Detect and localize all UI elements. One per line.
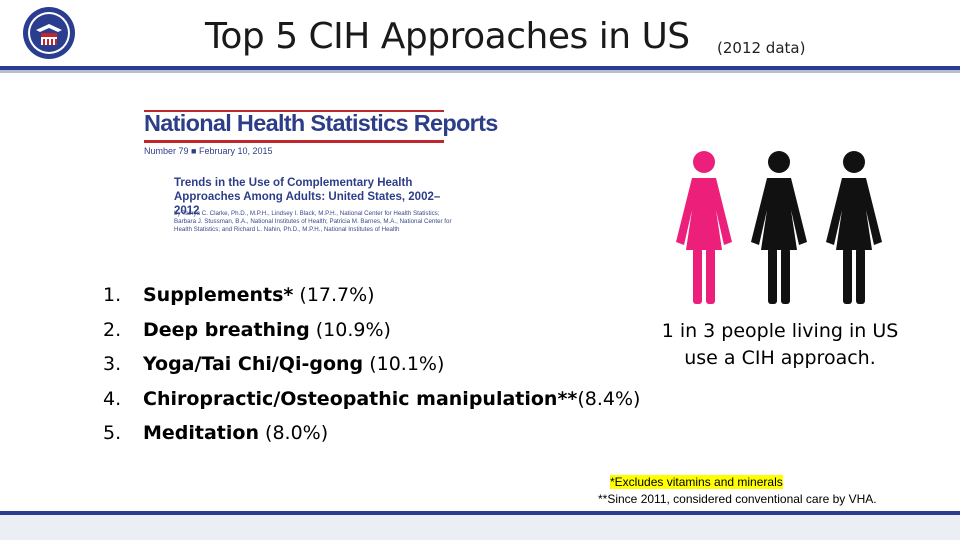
header-divider-shadow xyxy=(0,70,960,73)
approaches-list: 1. Supplements* (17.7%) 2. Deep breathing … xyxy=(103,284,640,457)
footnote-supplements: *Excludes vitamins and minerals xyxy=(610,475,783,489)
list-item: 1. Supplements* (17.7%) xyxy=(103,284,640,319)
stat-line-2: use a CIH approach. xyxy=(684,347,876,369)
list-item-number: 1. xyxy=(103,284,122,306)
list-item-name: Deep breathing xyxy=(143,318,310,341)
footer-band xyxy=(0,515,960,540)
list-item-number: 2. xyxy=(103,318,122,341)
report-authors: by Tainya C. Clarke, Ph.D., M.P.H., Lind… xyxy=(174,210,452,233)
list-item-number: 4. xyxy=(103,387,122,410)
list-item-number: 3. xyxy=(103,353,122,375)
list-item-value: (10.1%) xyxy=(369,353,445,375)
header-divider xyxy=(0,66,960,70)
list-item: 5. Meditation (8.0%) xyxy=(103,422,640,457)
report-top-rule xyxy=(144,110,444,112)
list-item-number: 5. xyxy=(103,422,122,444)
list-item-name: Meditation xyxy=(143,422,259,444)
woman-figure-icon xyxy=(751,151,807,304)
report-title: Trends in the Use of Complementary Healt… xyxy=(174,177,441,217)
list-item-name: Chiropractic/Osteopathic manipulation** xyxy=(143,387,578,410)
list-item-value: (8.0%) xyxy=(265,422,329,444)
report-issue: Number 79 ■ February 10, 2015 xyxy=(144,146,273,156)
stat-callout: 1 in 3 people living in US use a CIH app… xyxy=(640,318,920,372)
list-item-value: (10.9%) xyxy=(315,318,391,341)
list-item-name: Yoga/Tai Chi/Qi-gong xyxy=(143,353,364,375)
page-subtitle: (2012 data) xyxy=(717,39,806,57)
footer-divider xyxy=(0,511,960,515)
list-item-value: (8.4%) xyxy=(577,387,641,410)
report-series-title: National Health Statistics Reports xyxy=(144,110,498,136)
report-cover-image: National Health Statistics Reports Numbe… xyxy=(138,106,498,244)
list-item: 2. Deep breathing (10.9%) xyxy=(103,319,640,354)
footnote-chiropractic: **Since 2011, considered conventional ca… xyxy=(598,492,877,506)
stat-line-1: 1 in 3 people living in US xyxy=(661,320,899,342)
list-item-name: Supplements* xyxy=(143,284,294,306)
list-item: 3. Yoga/Tai Chi/Qi-gong (10.1%) xyxy=(103,353,640,388)
footnote-supplements-text: *Excludes vitamins and minerals xyxy=(610,475,783,489)
woman-figure-icon xyxy=(676,151,732,304)
report-rule xyxy=(144,140,444,143)
list-item: 4. Chiropractic/Osteopathic manipulation*… xyxy=(103,388,640,423)
woman-figure-icon xyxy=(826,151,882,304)
list-item-value: (17.7%) xyxy=(299,284,375,306)
women-figures-icon xyxy=(676,151,882,304)
page-title: Top 5 CIH Approaches in US xyxy=(205,16,690,57)
va-seal-logo xyxy=(23,7,75,59)
